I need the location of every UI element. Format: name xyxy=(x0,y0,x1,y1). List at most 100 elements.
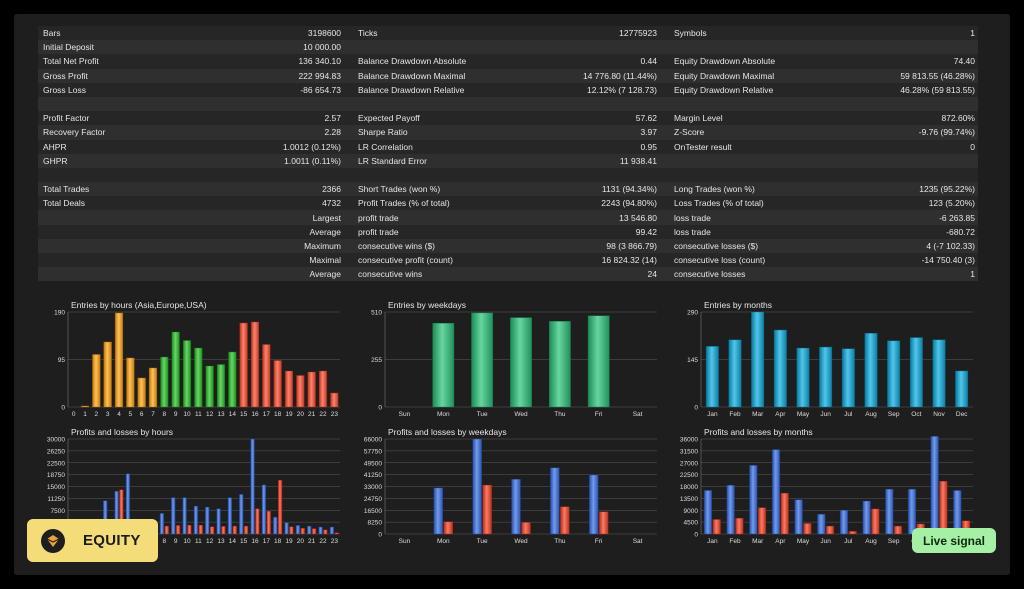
stat-label: loss trade xyxy=(674,226,711,237)
bar xyxy=(329,526,335,535)
stat-label: profit trade xyxy=(358,226,399,237)
bar xyxy=(599,511,609,535)
stats-row: Maximal consecutive profit (count) 16 824.… xyxy=(38,253,978,268)
bar xyxy=(148,367,158,408)
stat-label: Recovery Factor xyxy=(43,127,106,138)
stats-row: Gross Profit 222 994.83 Balance Drawdown M… xyxy=(38,68,978,83)
equity-badge[interactable]: EQUITY xyxy=(27,519,158,562)
bar xyxy=(771,449,781,535)
y-tick-label: 0 xyxy=(694,532,698,539)
x-tick-label: Mon xyxy=(437,538,450,545)
x-tick-label: 10 xyxy=(183,538,191,545)
bar xyxy=(548,321,571,408)
stat-value: 16 824.32 (14) xyxy=(601,255,657,266)
stats-cell: Long Trades (won %) 1235 (95.22%) xyxy=(660,182,978,196)
stats-row: Initial Deposit 10 000.00 xyxy=(38,40,978,55)
stats-cell: Maximum xyxy=(38,239,344,253)
y-tick-label: 26250 xyxy=(47,448,65,455)
stat-label: Equity Drawdown Absolute xyxy=(674,56,776,67)
x-tick-label: 10 xyxy=(183,411,191,418)
stat-value: 4 (-7 102.33) xyxy=(926,240,975,251)
bar xyxy=(171,497,176,535)
stats-cell: Sharpe Ratio 3.97 xyxy=(344,125,660,139)
stat-value: 2366 xyxy=(322,184,341,195)
stats-cell: Average xyxy=(38,225,344,239)
stats-spacer-row xyxy=(38,167,978,183)
x-tick-label: Jun xyxy=(820,411,831,418)
y-tick-label: 33000 xyxy=(364,484,382,491)
x-tick-label: 8 xyxy=(163,411,167,418)
live-signal-button[interactable]: Live signal xyxy=(912,528,996,553)
stat-label: Maximum xyxy=(304,240,341,251)
stat-value: 59 813.55 (46.28%) xyxy=(900,70,975,81)
stat-value: 2243 (94.80%) xyxy=(601,198,657,209)
bar xyxy=(318,526,323,535)
bar xyxy=(182,497,187,535)
x-tick-label: May xyxy=(797,411,810,418)
stats-cell: OnTester result 0 xyxy=(660,140,978,154)
stat-value: 1131 (94.34%) xyxy=(601,184,657,195)
stats-cell: consecutive losses ($) 4 (-7 102.33) xyxy=(660,239,978,253)
stat-label: GHPR xyxy=(43,155,68,166)
bar xyxy=(175,525,181,535)
stats-cell: Balance Drawdown Maximal 14 776.80 (11.44… xyxy=(344,69,660,83)
stat-label: Total Net Profit xyxy=(43,56,99,67)
stat-label: Initial Deposit xyxy=(43,42,95,53)
pl-months-chart: Profits and losses by months 0 4500 9000 135… xyxy=(680,427,973,545)
stat-value: 4732 xyxy=(322,198,341,209)
stats-cell: Expected Payoff 57.62 xyxy=(344,111,660,125)
charts-svg: Entries by hours (Asia,Europe,USA)095190… xyxy=(47,300,973,545)
bar xyxy=(103,341,112,408)
bar xyxy=(159,513,165,535)
entries-months-chart: Entries by months 0 145 290 Jan Feb Mar Apr May J… xyxy=(687,300,973,418)
x-tick-label: Tue xyxy=(477,538,488,545)
stats-cell: Equity Drawdown Relative 46.28% (59 813.5… xyxy=(660,83,978,97)
entries-weekdays-chart: Entries by weekdays 0 255 510 Sun Mon Tue Wed Th… xyxy=(371,300,657,418)
equity-label: EQUITY xyxy=(83,532,141,549)
x-tick-label: 16 xyxy=(251,538,259,545)
stats-row: Total Trades 2366 Short Trades (won %) 1131… xyxy=(38,182,978,197)
x-tick-label: 14 xyxy=(229,411,237,418)
stats-cell: Gross Profit 222 994.83 xyxy=(38,69,344,83)
stat-label: Total Trades xyxy=(43,184,90,195)
bar xyxy=(841,348,855,408)
x-tick-label: Aug xyxy=(865,411,877,418)
x-tick-label: 23 xyxy=(331,411,339,418)
x-tick-label: Sat xyxy=(633,538,643,545)
bar xyxy=(250,438,255,535)
bar xyxy=(284,370,294,408)
y-tick-label: 255 xyxy=(371,357,382,364)
stats-cell: Total Trades 2366 xyxy=(38,182,344,196)
bar xyxy=(757,507,767,535)
bar xyxy=(825,525,835,535)
stat-label: Profit Factor xyxy=(43,113,90,124)
bar xyxy=(839,510,849,535)
y-tick-label: 15000 xyxy=(47,484,65,491)
y-tick-label: 16500 xyxy=(364,508,382,515)
x-tick-label: 3 xyxy=(106,411,110,418)
stats-cell: Short Trades (won %) 1131 (94.34%) xyxy=(344,182,660,196)
x-tick-label: Sun xyxy=(399,538,411,545)
bar xyxy=(955,370,969,408)
chart-title: Profits and losses by weekdays xyxy=(388,427,507,437)
chart-title: Entries by weekdays xyxy=(388,300,466,310)
bar xyxy=(318,370,328,408)
stats-row: Recovery Factor 2.28 Sharpe Ratio 3.97 Z-Sco… xyxy=(38,125,978,140)
x-tick-label: 22 xyxy=(319,411,327,418)
stats-cell: Profit Trades (% of total) 2243 (94.80%) xyxy=(344,196,660,210)
x-tick-label: Sat xyxy=(633,411,643,418)
stats-cell xyxy=(660,40,978,54)
x-tick-label: 16 xyxy=(251,411,259,418)
chart-title: Entries by months xyxy=(704,300,772,310)
stats-cell: Loss Trades (% of total) 123 (5.20%) xyxy=(660,196,978,210)
bar xyxy=(893,525,903,535)
bar xyxy=(307,525,312,535)
stat-label: consecutive wins xyxy=(358,269,423,280)
stat-value: 136 340.10 xyxy=(298,56,341,67)
x-tick-label: Wed xyxy=(514,411,528,418)
bar xyxy=(205,365,214,408)
stats-cell xyxy=(344,168,660,182)
x-tick-label: 23 xyxy=(331,538,339,545)
x-tick-label: Jan xyxy=(707,411,718,418)
stat-label: Profit Trades (% of total) xyxy=(358,198,450,209)
